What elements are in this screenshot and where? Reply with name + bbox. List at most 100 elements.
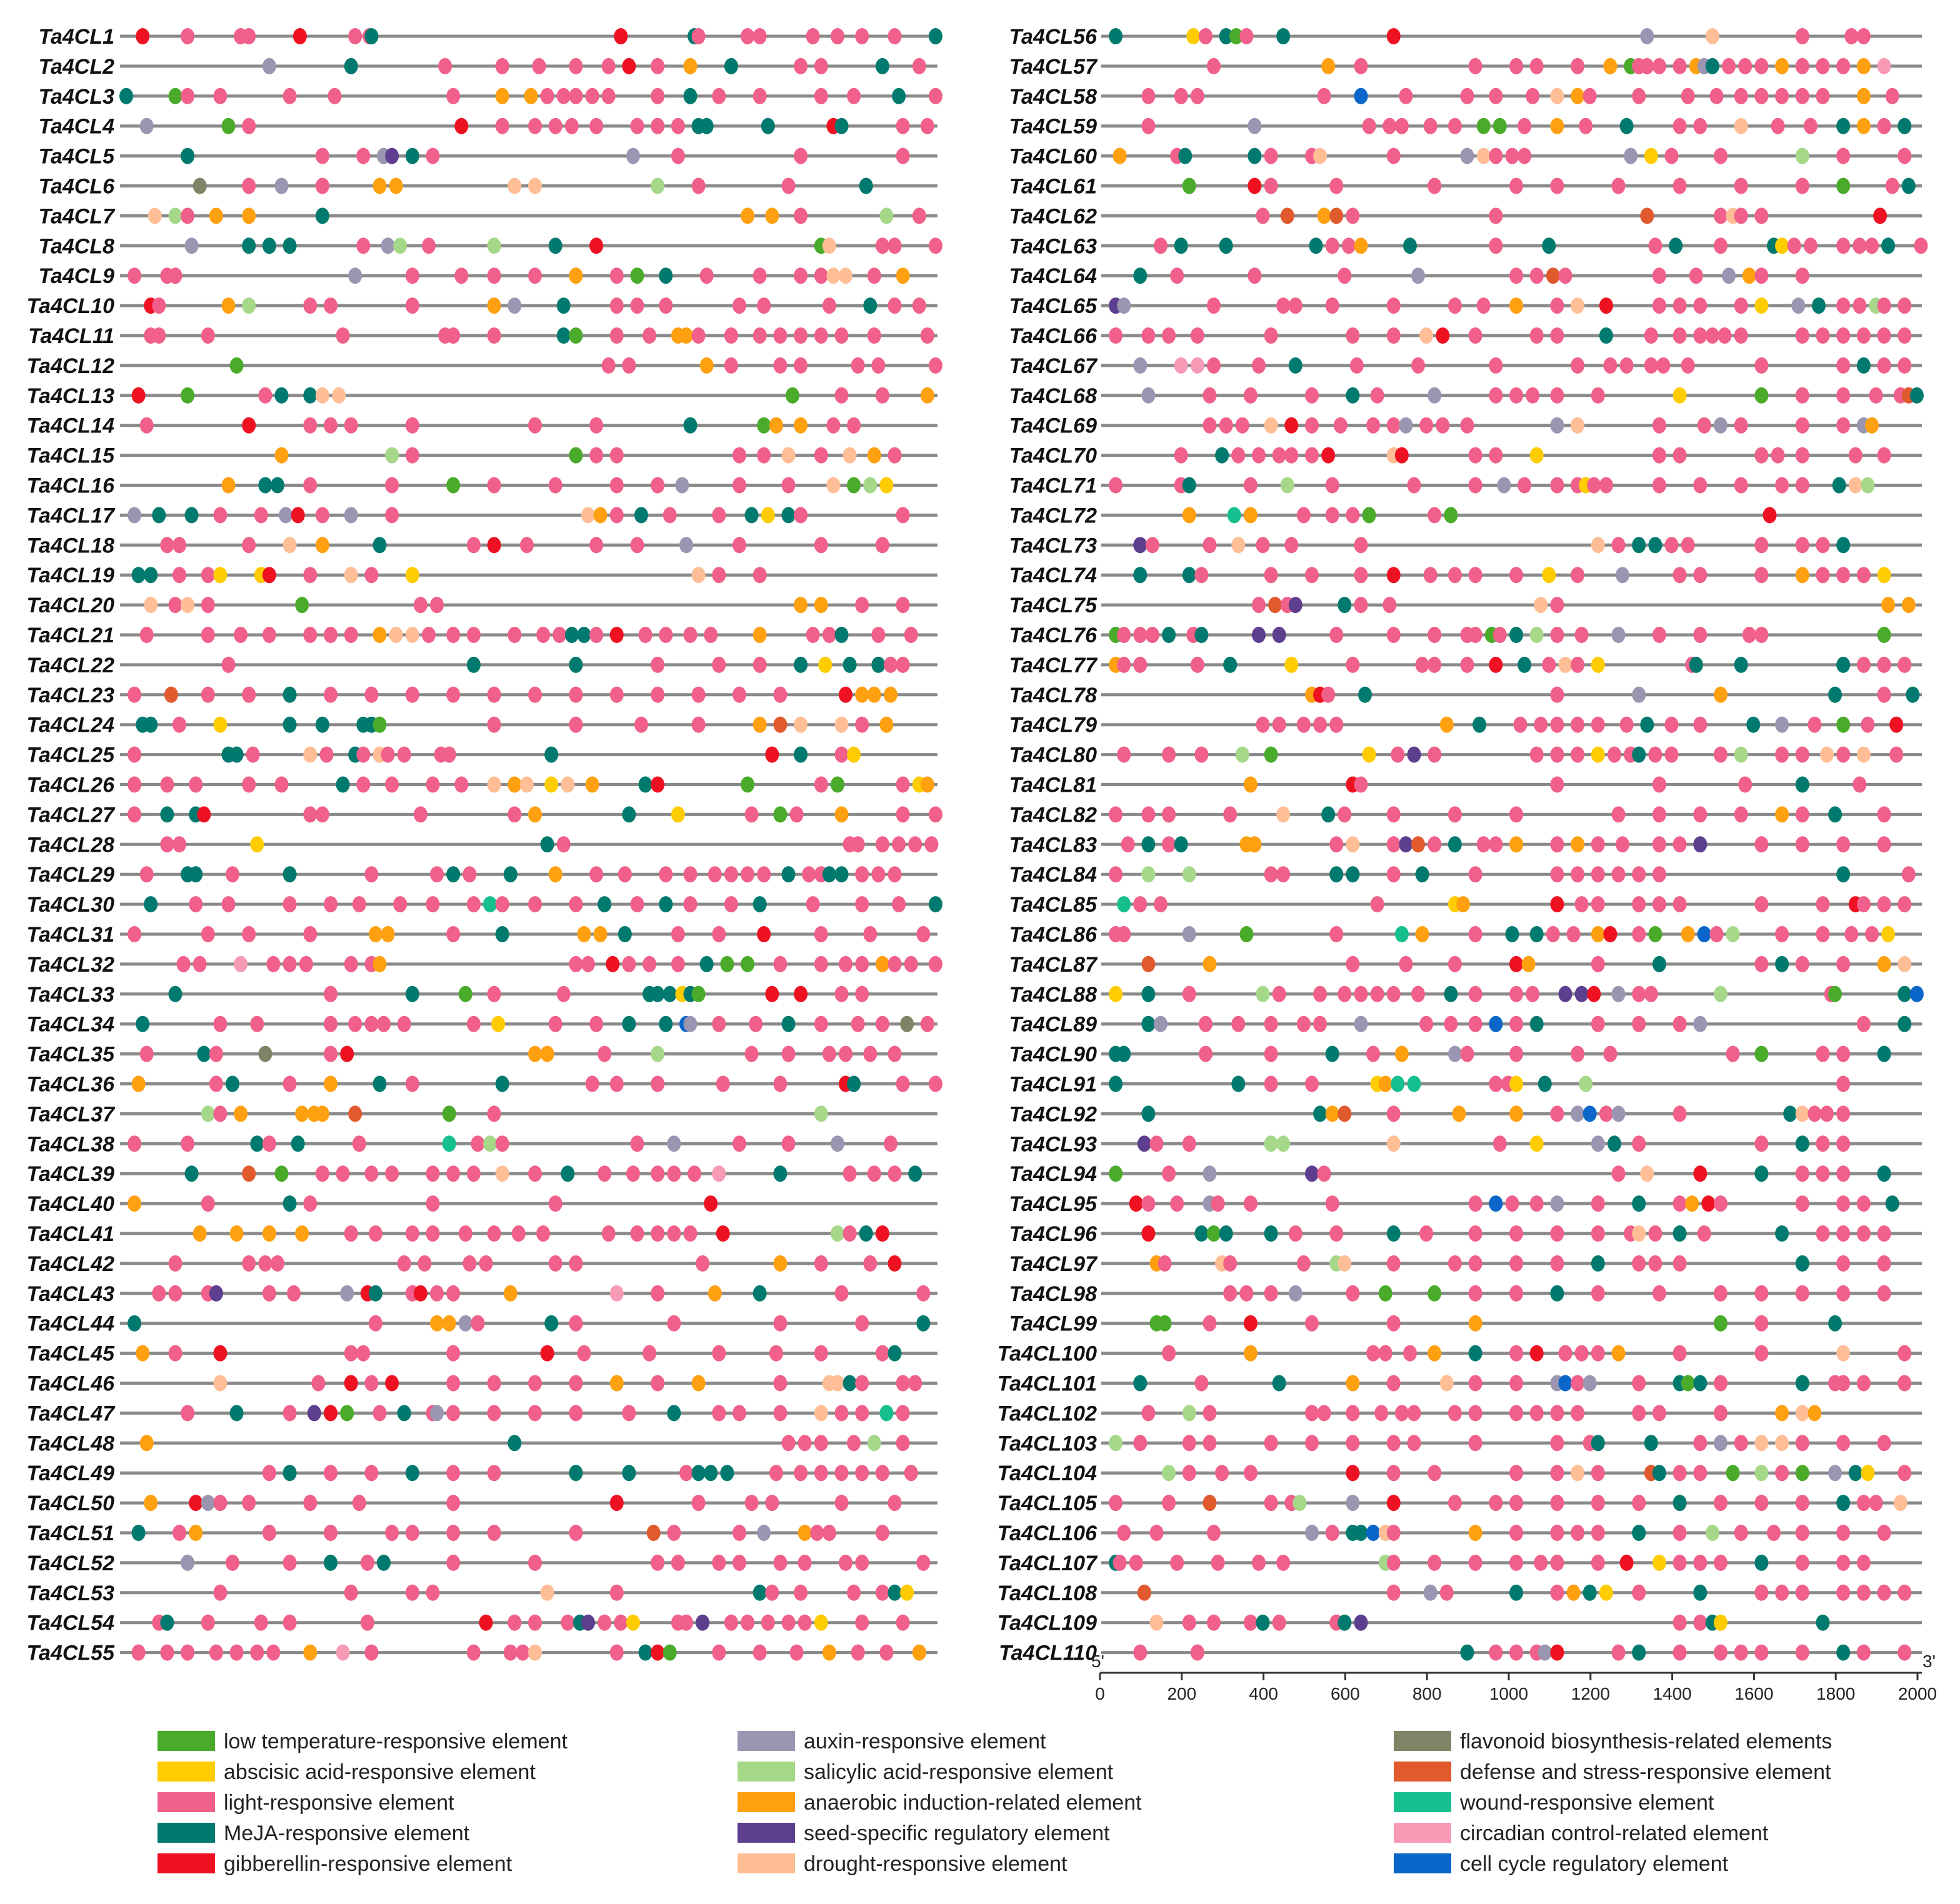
cis-element-light [528, 1554, 542, 1571]
gene-label: Ta4CL107 [998, 1552, 1098, 1575]
legend-label: auxin-responsive element [804, 1730, 1046, 1753]
cis-element-meja [1832, 477, 1846, 494]
gene-label: Ta4CL106 [998, 1522, 1098, 1545]
cis-element-light [1795, 28, 1809, 44]
cis-element-light [1648, 746, 1662, 763]
gene-label: Ta4CL60 [1009, 145, 1098, 169]
cis-element-meja [1505, 926, 1519, 942]
cis-element-light [1574, 1345, 1589, 1362]
cis-element-light [1428, 836, 1442, 853]
cis-element-ga [324, 1405, 338, 1422]
cis-element-light [1239, 1285, 1254, 1302]
cis-element-light [806, 896, 820, 913]
cis-element-light [1448, 806, 1462, 823]
cis-element-light [1272, 985, 1286, 1002]
cis-element-light [1550, 1584, 1564, 1601]
cis-element-light [765, 1584, 779, 1601]
cis-element-light [1754, 357, 1769, 374]
cis-element-light [1591, 716, 1605, 733]
legend-item: light-responsive element [158, 1791, 454, 1815]
cis-element-meja [651, 985, 665, 1002]
cis-element-light [1264, 1075, 1278, 1092]
cis-element-light [1468, 447, 1482, 464]
cis-element-light [1611, 866, 1626, 883]
cis-element-ga [1701, 1195, 1716, 1212]
cis-element-light [1898, 896, 1912, 913]
cis-element-light [1579, 117, 1593, 134]
cis-element-drought [303, 746, 318, 763]
cis-element-light [282, 1405, 297, 1422]
cis-element-light [1877, 297, 1891, 314]
cis-element-light [508, 1614, 522, 1631]
cis-element-sa [814, 1105, 828, 1122]
cis-element-meja [1219, 28, 1233, 44]
cis-element-meja [1448, 836, 1462, 853]
cis-element-auxin [831, 1135, 844, 1152]
gene-label: Ta4CL93 [1009, 1132, 1098, 1156]
legend-item: MeJA-responsive element [158, 1822, 470, 1845]
cis-element-light [1652, 627, 1666, 643]
gene-row: Ta4CL74 [1009, 564, 1922, 587]
cis-element-sa [651, 1045, 665, 1062]
cis-element-light [1109, 1495, 1123, 1512]
cis-element-meja [1632, 746, 1646, 763]
cis-element-meja [1178, 147, 1192, 164]
cis-element-light [262, 1525, 276, 1541]
cis-element-light [1321, 686, 1336, 703]
cis-element-light [712, 1644, 726, 1661]
cis-element-auxin [1611, 627, 1626, 643]
cis-element-light [1284, 537, 1299, 554]
cis-element-light [847, 417, 861, 434]
cis-element-light [1693, 1554, 1708, 1571]
cis-element-circadian [1190, 357, 1204, 374]
cis-element-light [172, 537, 186, 554]
cis-element-light [556, 836, 571, 853]
cis-element-light [1162, 806, 1176, 823]
cis-element-auxin [1611, 985, 1626, 1002]
cis-element-seed [1354, 1614, 1368, 1631]
gene-row: Ta4CL16 [27, 474, 938, 498]
cis-element-light [1534, 716, 1548, 733]
cis-element-light [851, 357, 865, 374]
cis-element-light [871, 357, 886, 374]
cis-element-light [1468, 1554, 1482, 1571]
cis-element-light [201, 567, 215, 584]
cis-element-light [1468, 1255, 1482, 1272]
cis-element-light [1795, 57, 1809, 74]
cis-element-anaerobic [1865, 417, 1879, 434]
cis-element-anaerobic [585, 776, 599, 793]
gene-label: Ta4CL43 [27, 1282, 115, 1306]
cis-element-light [1714, 1195, 1728, 1212]
cis-element-anaerobic [867, 447, 881, 464]
cis-element-light [458, 1225, 472, 1242]
gene-label: Ta4CL42 [27, 1252, 115, 1276]
cis-element-light [569, 955, 583, 972]
cis-element-ga [413, 1285, 428, 1302]
cis-element-light [360, 1614, 374, 1631]
cis-element-meja [598, 896, 612, 913]
cis-element-anaerobic [315, 1105, 329, 1122]
cis-element-light [896, 597, 910, 614]
cis-element-light [226, 1554, 239, 1571]
cis-element-drought [826, 267, 841, 284]
cis-element-light [1726, 1045, 1740, 1062]
cis-element-light [344, 1225, 358, 1242]
cis-element-light [1640, 57, 1654, 74]
cis-element-light [1366, 1345, 1381, 1362]
cis-element-seed [1137, 1135, 1151, 1152]
gene-row: Ta4CL18 [27, 534, 938, 557]
cis-element-drought [1734, 117, 1748, 134]
cis-element-light [172, 836, 186, 853]
gene-row: Ta4CL84 [1009, 863, 1922, 887]
cis-element-light [348, 28, 362, 44]
legend: low temperature-responsive elementabscis… [158, 1730, 1832, 1876]
cis-element-auxin [1133, 357, 1148, 374]
cis-element-low_temp [569, 327, 583, 344]
cis-element-meja [1754, 1554, 1769, 1571]
cis-element-light [794, 147, 808, 164]
cis-element-light [1333, 417, 1348, 434]
cis-element-light [1112, 1554, 1127, 1571]
cis-element-light [1194, 1375, 1209, 1392]
cis-element-light [1489, 87, 1503, 104]
cis-element-light [773, 1405, 788, 1422]
